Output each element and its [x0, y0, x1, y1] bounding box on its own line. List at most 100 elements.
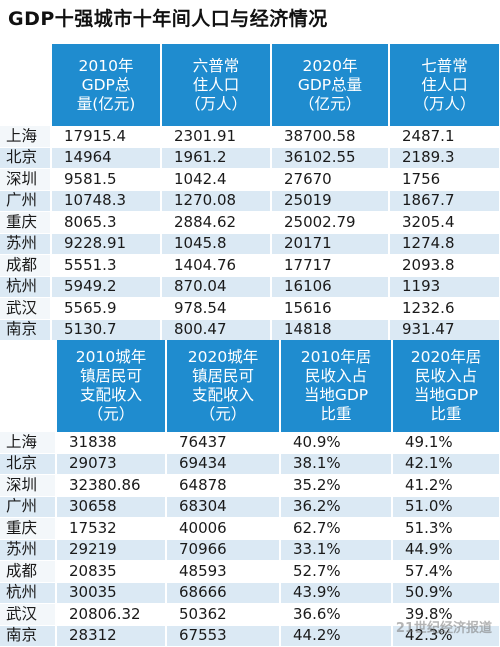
- city-cell: 成都: [0, 255, 50, 277]
- value-cell: 33.1%: [279, 540, 391, 562]
- population-gdp-table: 2010年 GDP总 量(亿元) 六普常 住人口 （万人） 2020年 GDP总…: [0, 44, 499, 341]
- value-cell: 1193: [388, 277, 499, 299]
- value-cell: 20835: [55, 561, 165, 583]
- value-cell: 800.47: [160, 320, 270, 342]
- header-income-2010: 2010城年 镇居民可 支配收入 （元）: [55, 340, 165, 432]
- value-cell: 931.47: [388, 320, 499, 342]
- value-cell: 44.2%: [279, 626, 391, 647]
- city-cell: 北京: [0, 148, 50, 170]
- value-cell: 978.54: [160, 298, 270, 320]
- watermark: 21世纪经济报道: [396, 617, 492, 636]
- value-cell: 48593: [165, 561, 279, 583]
- value-cell: 68304: [165, 497, 279, 519]
- value-cell: 16106: [270, 277, 388, 299]
- value-cell: 14818: [270, 320, 388, 342]
- city-cell: 苏州: [0, 234, 50, 256]
- value-cell: 36.6%: [279, 604, 391, 626]
- value-cell: 42.1%: [391, 454, 499, 476]
- city-cell: 上海: [0, 126, 50, 148]
- value-cell: 76437: [165, 432, 279, 454]
- value-cell: 38.1%: [279, 454, 391, 476]
- value-cell: 15616: [270, 298, 388, 320]
- value-cell: 52.7%: [279, 561, 391, 583]
- city-cell: 武汉: [0, 604, 55, 626]
- value-cell: 38700.58: [270, 126, 388, 148]
- city-cell: 北京: [0, 454, 55, 476]
- value-cell: 1232.6: [388, 298, 499, 320]
- value-cell: 29073: [55, 454, 165, 476]
- value-cell: 40.9%: [279, 432, 391, 454]
- city-cell: 深圳: [0, 475, 55, 497]
- value-cell: 9228.91: [50, 234, 160, 256]
- value-cell: 43.9%: [279, 583, 391, 605]
- value-cell: 5565.9: [50, 298, 160, 320]
- value-cell: 9581.5: [50, 169, 160, 191]
- city-cell: 成都: [0, 561, 55, 583]
- value-cell: 870.04: [160, 277, 270, 299]
- table-header-row: 2010城年 镇居民可 支配收入 （元） 2020城年 镇居民可 支配收入 （元…: [0, 340, 499, 432]
- value-cell: 1042.4: [160, 169, 270, 191]
- value-cell: 31838: [55, 432, 165, 454]
- city-cell: 南京: [0, 320, 50, 342]
- value-cell: 17915.4: [50, 126, 160, 148]
- value-cell: 1961.2: [160, 148, 270, 170]
- value-cell: 17532: [55, 518, 165, 540]
- city-cell: 广州: [0, 191, 50, 213]
- value-cell: 10748.3: [50, 191, 160, 213]
- value-cell: 68666: [165, 583, 279, 605]
- value-cell: 1867.7: [388, 191, 499, 213]
- value-cell: 50.9%: [391, 583, 499, 605]
- city-cell: 深圳: [0, 169, 50, 191]
- value-cell: 27670: [270, 169, 388, 191]
- value-cell: 2189.3: [388, 148, 499, 170]
- income-table: 2010城年 镇居民可 支配收入 （元） 2020城年 镇居民可 支配收入 （元…: [0, 340, 499, 647]
- header-gdp-2020: 2020年 GDP总量 （亿元）: [270, 44, 388, 126]
- city-cell: 重庆: [0, 518, 55, 540]
- value-cell: 41.2%: [391, 475, 499, 497]
- value-cell: 50362: [165, 604, 279, 626]
- city-cell: 南京: [0, 626, 55, 647]
- value-cell: 1045.8: [160, 234, 270, 256]
- value-cell: 64878: [165, 475, 279, 497]
- value-cell: 28312: [55, 626, 165, 647]
- value-cell: 69434: [165, 454, 279, 476]
- city-cell: 武汉: [0, 298, 50, 320]
- value-cell: 70966: [165, 540, 279, 562]
- value-cell: 5949.2: [50, 277, 160, 299]
- city-cell: 苏州: [0, 540, 55, 562]
- value-cell: 8065.3: [50, 212, 160, 234]
- value-cell: 14964: [50, 148, 160, 170]
- value-cell: 2301.91: [160, 126, 270, 148]
- value-cell: 25019: [270, 191, 388, 213]
- value-cell: 36.2%: [279, 497, 391, 519]
- value-cell: 30035: [55, 583, 165, 605]
- value-cell: 2884.62: [160, 212, 270, 234]
- value-cell: 1756: [388, 169, 499, 191]
- value-cell: 1404.76: [160, 255, 270, 277]
- value-cell: 20171: [270, 234, 388, 256]
- header-share-2010: 2010年居 民收入占 当地GDP 比重: [279, 340, 391, 432]
- table-header-row: 2010年 GDP总 量(亿元) 六普常 住人口 （万人） 2020年 GDP总…: [0, 44, 499, 126]
- value-cell: 20806.32: [55, 604, 165, 626]
- value-cell: 57.4%: [391, 561, 499, 583]
- city-cell: 杭州: [0, 583, 55, 605]
- value-cell: 49.1%: [391, 432, 499, 454]
- city-cell: 上海: [0, 432, 55, 454]
- header-share-2020: 2020年居 民收入占 当地GDP 比重: [391, 340, 499, 432]
- value-cell: 2487.1: [388, 126, 499, 148]
- value-cell: 1274.8: [388, 234, 499, 256]
